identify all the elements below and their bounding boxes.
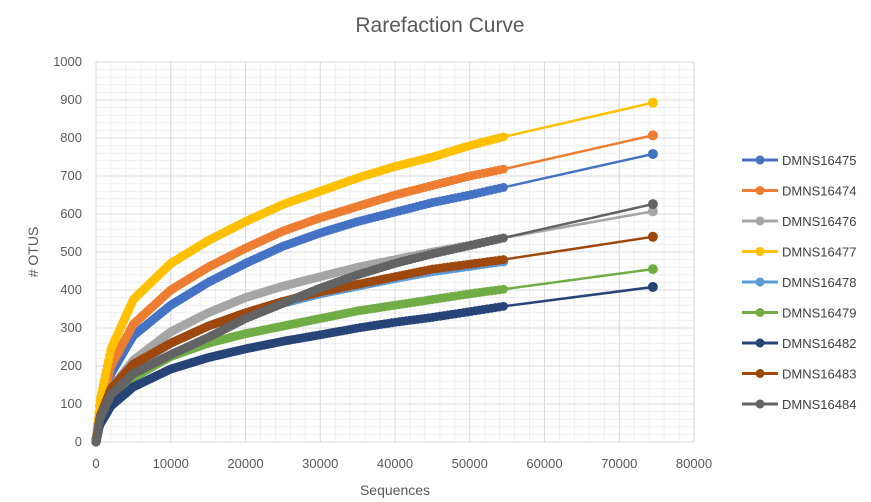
legend-label: DMNS16479 xyxy=(782,306,856,321)
chart-title: Rarefaction Curve xyxy=(355,14,524,37)
legend-item: DMNS16482 xyxy=(742,336,856,351)
legend-label: DMNS16484 xyxy=(782,397,856,412)
legend-label: DMNS16476 xyxy=(782,214,856,229)
legend-label: DMNS16483 xyxy=(782,367,856,382)
legend-item: DMNS16484 xyxy=(742,397,856,412)
data-point xyxy=(498,284,508,294)
series-DMNS16477 xyxy=(91,97,658,447)
y-axis-title: # OTUS xyxy=(25,227,41,278)
y-tick-label: 0 xyxy=(75,434,82,449)
x-tick-label: 10000 xyxy=(153,456,189,471)
data-point xyxy=(498,233,508,243)
y-tick-label: 400 xyxy=(60,282,82,297)
data-point xyxy=(498,164,508,174)
legend-item: DMNS16474 xyxy=(742,184,856,199)
legend-label: DMNS16478 xyxy=(782,275,856,290)
x-tick-label: 40000 xyxy=(377,456,413,471)
data-point xyxy=(498,301,508,311)
series-DMNS16474 xyxy=(91,130,658,447)
data-point-end xyxy=(647,130,658,141)
legend-marker xyxy=(755,247,765,256)
y-tick-label: 700 xyxy=(60,168,82,183)
data-point-start xyxy=(91,434,101,444)
data-point-end xyxy=(647,281,658,292)
legend-label: DMNS16475 xyxy=(782,153,856,168)
data-point xyxy=(498,132,508,142)
y-tick-label: 600 xyxy=(60,206,82,221)
y-axis: 0 100 200 300 400 500 600 700 800 900 1000 xyxy=(53,54,82,449)
legend-item: DMNS16483 xyxy=(742,367,856,382)
legend-marker xyxy=(755,186,765,195)
series-DMNS16484 xyxy=(91,199,658,447)
legend-marker xyxy=(755,277,765,287)
y-tick-label: 500 xyxy=(60,244,82,259)
legend-marker xyxy=(755,308,765,317)
data-point xyxy=(498,255,508,265)
legend-marker xyxy=(755,155,765,165)
legend-marker xyxy=(755,216,765,226)
legend-marker xyxy=(755,338,765,348)
legend-label: DMNS16477 xyxy=(782,245,856,260)
legend-marker xyxy=(755,369,765,378)
x-tick-label: 60000 xyxy=(526,456,562,471)
legend-label: DMNS16482 xyxy=(782,336,856,351)
data-point-end xyxy=(647,199,658,210)
x-tick-label: 30000 xyxy=(302,456,338,471)
data-point-end xyxy=(647,148,658,159)
legend-item: DMNS16478 xyxy=(742,275,856,290)
x-axis: 0 10000 20000 30000 40000 50000 60000 70000 8000… xyxy=(92,456,712,471)
legend-label: DMNS16474 xyxy=(782,184,856,199)
y-tick-label: 100 xyxy=(60,396,82,411)
x-tick-label: 0 xyxy=(92,456,99,471)
y-tick-label: 800 xyxy=(60,130,82,145)
legend-item: DMNS16475 xyxy=(742,153,856,168)
x-tick-label: 80000 xyxy=(676,456,712,471)
x-axis-title: Sequences xyxy=(360,482,430,498)
data-point-end xyxy=(647,264,658,275)
x-tick-label: 50000 xyxy=(452,456,488,471)
data-point-end xyxy=(647,231,658,242)
data-point-end xyxy=(647,206,658,217)
data-point-end xyxy=(647,97,658,108)
x-tick-label: 20000 xyxy=(227,456,263,471)
x-tick-label: 70000 xyxy=(601,456,637,471)
y-tick-label: 200 xyxy=(60,358,82,373)
y-tick-label: 900 xyxy=(60,92,82,107)
legend-marker xyxy=(755,399,765,409)
legend: DMNS16475 DMNS16474 DMNS16476 DMNS16477 DMNS… xyxy=(742,153,856,412)
series-layer xyxy=(91,97,658,447)
data-point xyxy=(498,182,508,192)
legend-item: DMNS16479 xyxy=(742,306,856,321)
y-tick-label: 300 xyxy=(60,320,82,335)
y-tick-label: 1000 xyxy=(53,54,82,69)
legend-item: DMNS16477 xyxy=(742,245,856,260)
legend-item: DMNS16476 xyxy=(742,214,856,229)
